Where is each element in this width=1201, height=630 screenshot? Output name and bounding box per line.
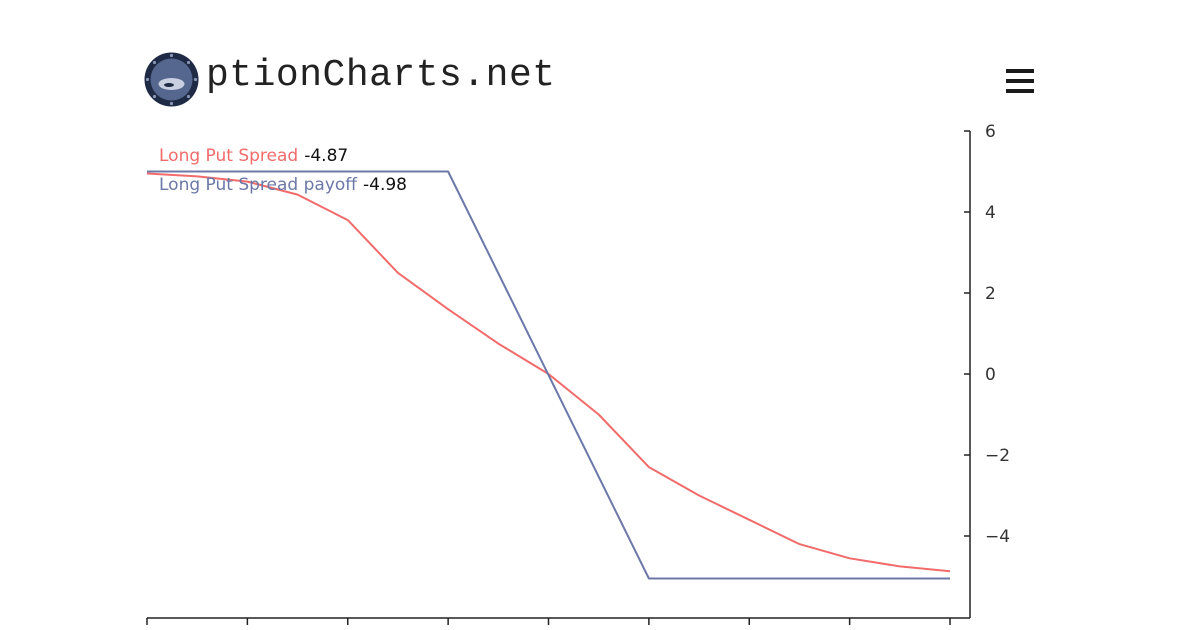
legend-item-long-put-spread: Long Put Spread -4.87	[159, 142, 407, 171]
series-line-long-put-spread	[146, 172, 951, 573]
chart-legend: Long Put Spread -4.87 Long Put Spread pay…	[159, 142, 407, 200]
porthole-logo-icon[interactable]	[143, 51, 200, 108]
y-axis-tick-label: −4	[985, 527, 1010, 547]
legend-series-name: Long Put Spread	[159, 146, 299, 166]
legend-item-long-put-spread-payoff: Long Put Spread payoff -4.98	[159, 171, 407, 200]
y-axis-tick-label: 2	[985, 284, 996, 304]
site-name[interactable]: ptionCharts.net	[206, 54, 556, 97]
series-line-long-put-spread-payoff	[147, 170, 950, 580]
hamburger-menu-icon[interactable]	[1006, 69, 1034, 93]
legend-series-value: -4.98	[363, 175, 407, 195]
chart-area: 6 4 2 0 −2 −4	[0, 120, 1201, 630]
y-axis-tick-label: 0	[985, 365, 996, 385]
y-axis-tick-label: −2	[985, 446, 1010, 466]
y-axis-tick-label: 4	[985, 203, 996, 223]
site-header: ptionCharts.net	[0, 0, 1201, 120]
legend-series-value: -4.87	[304, 146, 349, 166]
payoff-chart: 6 4 2 0 −2 −4	[146, 122, 1010, 625]
legend-series-name: Long Put Spread payoff	[159, 175, 357, 195]
y-axis-tick-label: 6	[985, 122, 996, 142]
